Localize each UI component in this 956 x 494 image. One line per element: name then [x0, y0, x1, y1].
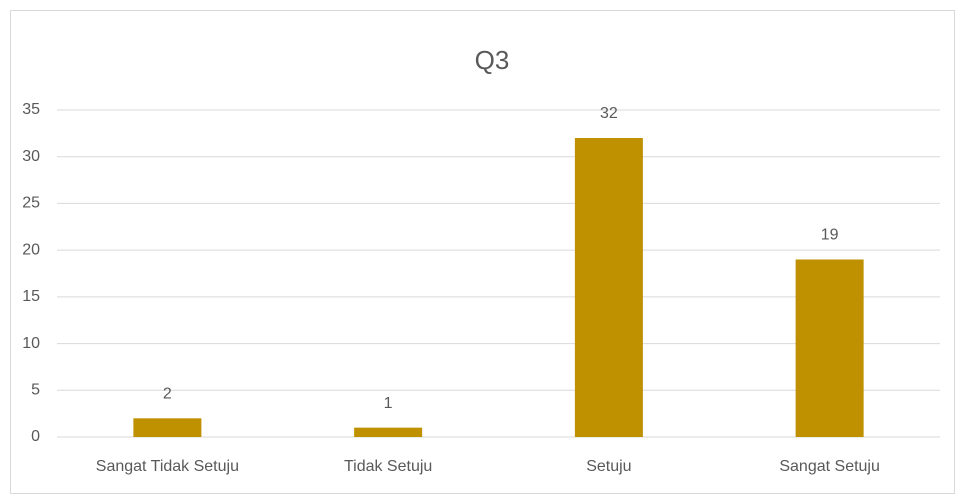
y-tick-label: 35 — [22, 101, 40, 118]
bar — [574, 138, 643, 437]
bar — [133, 418, 202, 437]
x-tick-label: Sangat Setuju — [779, 458, 880, 475]
data-label: 32 — [600, 105, 618, 122]
x-tick-label: Tidak Setuju — [344, 458, 432, 475]
y-tick-label: 0 — [31, 428, 40, 445]
bar — [354, 427, 423, 437]
y-tick-label: 5 — [31, 382, 40, 399]
x-tick-label: Setuju — [586, 458, 631, 475]
y-tick-label: 30 — [22, 148, 40, 165]
y-tick-label: 25 — [22, 195, 40, 212]
data-label: 19 — [821, 227, 839, 244]
y-tick-label: 10 — [22, 335, 40, 352]
y-tick-label: 20 — [22, 241, 40, 258]
chart-title: Q3 — [475, 45, 510, 75]
x-tick-label: Sangat Tidak Setuju — [96, 458, 239, 475]
y-tick-label: 15 — [22, 288, 40, 305]
bar — [795, 259, 864, 437]
data-label: 2 — [163, 386, 172, 403]
data-label: 1 — [384, 395, 393, 412]
